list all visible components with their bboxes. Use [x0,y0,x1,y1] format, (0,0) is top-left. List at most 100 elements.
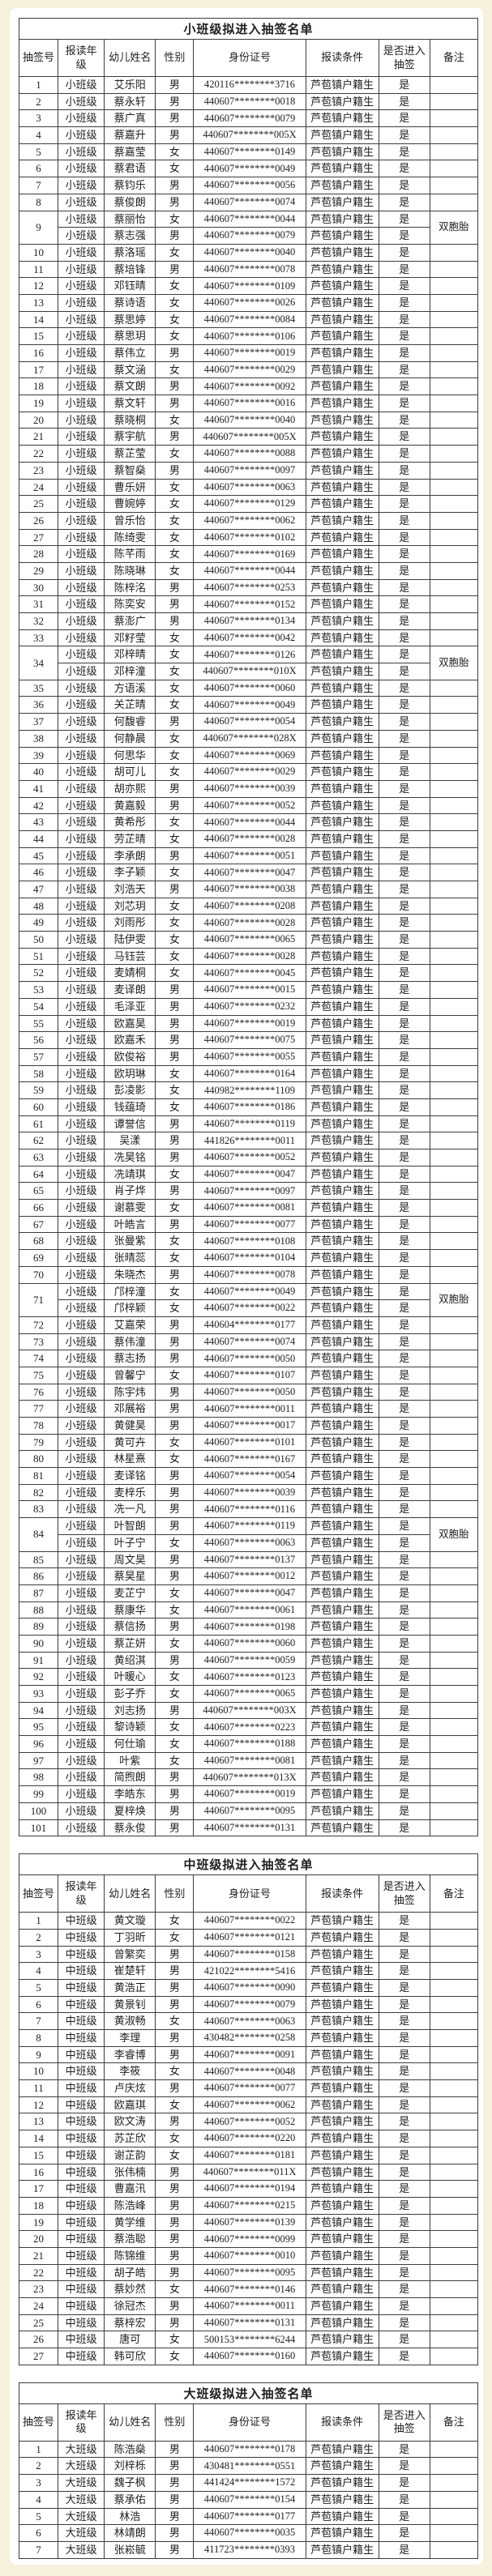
cell-enter-draw: 是 [378,1735,430,1753]
table-row: 6 大班级 林靖朗男 440607********0035 芦苞镇户籍生是 [18,2524,479,2542]
table-row: 24 中班级 徐冠杰男 440607********0011 芦苞镇户籍生是 [18,2297,479,2315]
cell-draw-number: 68 [18,1232,59,1251]
cell-enter-draw: 是 [378,2524,430,2542]
cell-id-number: 440607********0026 [193,293,306,312]
cell-grade: 小班级 [58,1115,105,1133]
cell-gender: 女 [155,478,195,497]
cell-gender: 男 [155,595,195,613]
cell-enter-draw: 是 [378,160,430,178]
cell-grade: 小班级 [58,897,105,915]
cell-condition: 芦苞镇户籍生 [305,2163,379,2181]
cell-condition: 芦苞镇户籍生 [305,1350,379,1367]
cell-id-number: 440607********0079 [193,109,306,128]
cell-enter-draw: 是 [378,1751,430,1770]
table-row: 17 中班级 曹嘉汛男 440607********0194 芦苞镇户籍生是 [18,2180,479,2198]
cell-grade: 小班级 [58,864,105,881]
cell-condition: 芦苞镇户籍生 [305,126,379,144]
cell-enter-draw: 是 [378,1199,430,1217]
cell-child-name: 黄绍淇 [104,1651,156,1670]
cell-id-number: 440607********0028 [193,947,306,966]
cell-draw-number: 56 [18,1031,59,1049]
table-row: 59 小班级 彭凌影女 440982********1109 芦苞镇户籍生是 [18,1081,479,1099]
cell-id-number: 440607********0092 [193,377,306,396]
cell-draw-number: 59 [18,1081,59,1099]
cell-id-number: 440607********0049 [193,1282,306,1301]
cell-gender: 男 [155,126,195,144]
cell-condition: 芦苞镇户籍生 [305,210,379,228]
cell-draw-number: 90 [18,1634,59,1653]
cell-grade: 小班级 [58,1668,105,1686]
cell-id-number: 440607********0097 [193,461,306,480]
cell-child-name: 刘浩天 [104,881,156,898]
cell-gender: 男 [155,1215,195,1234]
cell-child-name: 蔡芷妍 [104,1634,156,1653]
table-row: 28 小班级 陈芊雨女 440607********0169 芦苞镇户籍生是 [18,545,479,563]
cell-grade: 小班级 [58,377,105,396]
table-row: 85 小班级 周文昊男 440607********0137 芦苞镇户籍生是 [18,1550,479,1569]
cell-grade: 小班级 [58,1232,105,1251]
cell-id-number: 440607********0097 [193,1182,306,1201]
cell-condition: 芦苞镇户籍生 [305,545,379,563]
table-title-row: 中班级拟进入抽签名单 [19,1853,478,1876]
table-row: 5 小班级 蔡嘉莹女 440607********0149 芦苞镇户籍生是 [18,143,479,161]
cell-enter-draw: 是 [378,293,430,312]
table-row: 7 中班级 黄淑畅女 440607********0063 芦苞镇户籍生是 [18,2012,479,2030]
cell-note [429,1467,479,1485]
cell-draw-number: 4 [18,2490,59,2509]
cell-grade: 小班级 [58,395,105,412]
cell-child-name: 张晴蕊 [104,1249,156,1267]
cell-gender: 男 [155,395,195,412]
cell-condition: 芦苞镇户籍生 [305,2012,379,2030]
cell-grade: 小班级 [58,227,105,245]
cell-gender: 男 [155,1567,195,1585]
column-header: 备注 [429,2403,479,2442]
cell-child-name: 邝梓颖 [104,1299,156,1317]
cell-id-number: 440607********0084 [193,310,306,329]
cell-child-name: 蔡志扬 [104,1350,156,1367]
cell-draw-number: 37 [18,713,59,731]
cell-note [429,1400,479,1418]
cell-gender: 男 [155,1132,195,1149]
cell-grade: 中班级 [58,2213,105,2232]
cell-note [429,595,479,613]
cell-condition: 芦苞镇户籍生 [305,997,379,1016]
table-row: 30 小班级 陈梓洺男 440607********0253 芦苞镇户籍生是 [18,578,479,597]
cell-gender: 女 [155,646,195,664]
cell-child-name: 冼昊铭 [104,1149,156,1166]
cell-child-name: 张曼紫 [104,1232,156,1251]
cell-enter-draw: 是 [378,1467,430,1485]
cell-note [429,612,479,630]
cell-note [429,2263,479,2282]
cell-grade: 小班级 [58,545,105,563]
cell-draw-number: 60 [18,1098,59,1116]
cell-child-name: 李理 [104,2029,156,2047]
cell-child-name: 蔡君语 [104,160,156,178]
cell-note [429,1802,479,1820]
cell-draw-number: 30 [18,578,59,597]
cell-grade: 小班级 [58,1751,105,1770]
cell-note [429,2540,479,2559]
cell-condition: 芦苞镇户籍生 [305,1618,379,1636]
cell-gender: 女 [155,1249,195,1267]
cell-enter-draw: 是 [378,2540,430,2559]
cell-id-number: 440604********0177 [193,1316,306,1334]
cell-id-number: 440607********0062 [193,511,306,530]
cell-condition: 芦苞镇户籍生 [305,931,379,949]
cell-condition: 芦苞镇户籍生 [305,2213,379,2232]
cell-grade: 小班级 [58,1265,105,1284]
table-title: 大班级拟进入抽签名单 [19,2382,478,2404]
cell-draw-number: 2 [18,2457,59,2476]
cell-id-number: 440607********0079 [193,1995,306,2014]
cell-gender: 男 [155,1031,195,1049]
cell-id-number: 440607********0167 [193,1450,306,1469]
cell-gender: 男 [155,881,195,898]
cell-child-name: 卢庆炫 [104,2079,156,2097]
cell-condition: 芦苞镇户籍生 [305,2196,379,2215]
cell-child-name: 黄希彤 [104,813,156,831]
cell-condition: 芦苞镇户籍生 [305,1333,379,1351]
cell-child-name: 蔡嘉莹 [104,143,156,161]
cell-draw-number: 71 [18,1282,59,1317]
cell-child-name: 欧俊裕 [104,1047,156,1066]
cell-note [429,411,479,429]
cell-id-number: 440607********0129 [193,495,306,513]
